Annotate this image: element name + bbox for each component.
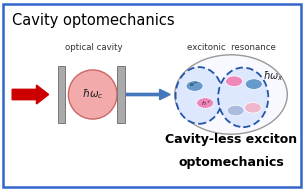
Text: Cavity optomechanics: Cavity optomechanics [12, 13, 175, 28]
Text: $e^-$: $e^-$ [189, 81, 199, 89]
Text: $\hbar\omega_c$: $\hbar\omega_c$ [82, 88, 104, 101]
Ellipse shape [176, 67, 223, 124]
Bar [117, 66, 125, 123]
Text: optical cavity: optical cavity [65, 43, 123, 53]
Circle shape [186, 81, 203, 91]
Text: Cavity-less exciton: Cavity-less exciton [165, 133, 297, 146]
Text: optomechanics: optomechanics [178, 156, 284, 169]
Circle shape [227, 105, 244, 116]
FancyArrow shape [126, 89, 170, 100]
FancyArrow shape [12, 85, 49, 104]
Ellipse shape [175, 55, 287, 134]
Circle shape [226, 76, 243, 87]
Ellipse shape [218, 68, 268, 127]
Circle shape [244, 102, 261, 113]
Text: $\hbar\omega_x$: $\hbar\omega_x$ [263, 70, 284, 84]
Circle shape [197, 98, 214, 108]
Bar [58, 66, 65, 123]
Ellipse shape [68, 70, 117, 119]
Text: excitonic  resonance: excitonic resonance [187, 43, 275, 53]
Circle shape [245, 79, 262, 89]
Text: $h^+$: $h^+$ [201, 99, 211, 108]
